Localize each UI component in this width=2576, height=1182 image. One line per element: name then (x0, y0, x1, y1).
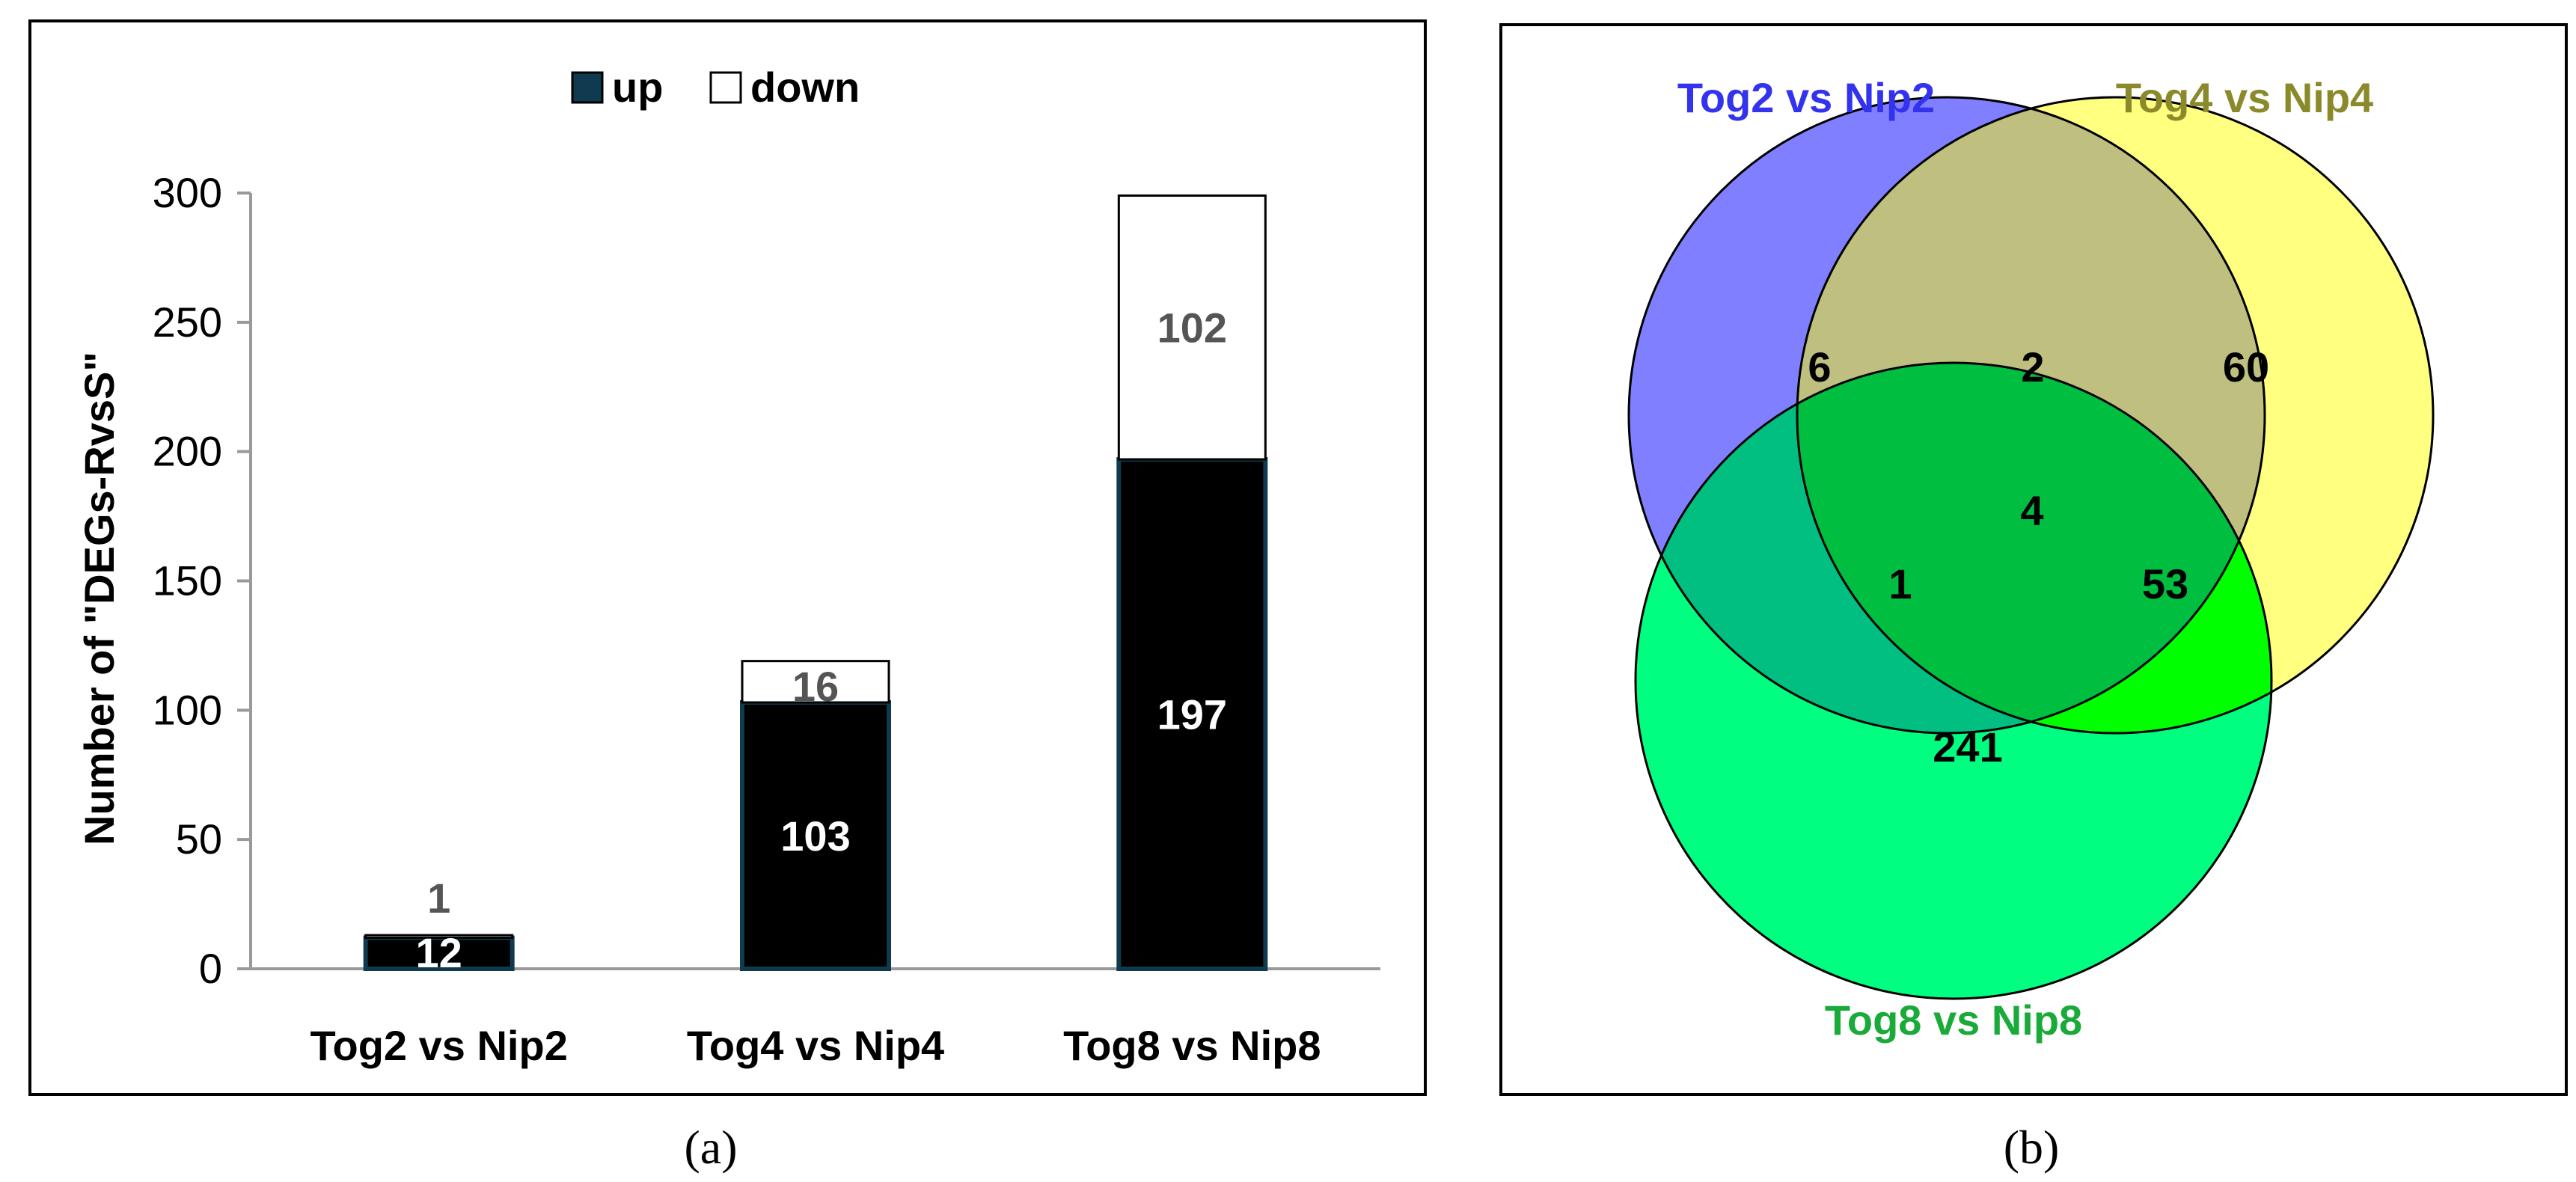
legend-label-up: up (612, 64, 663, 111)
bar-down (1117, 194, 1267, 461)
venn-region-value: 241 (1933, 723, 2002, 771)
bar-down (364, 934, 514, 940)
legend: up down (571, 64, 860, 111)
venn-region-abc (1797, 363, 2265, 733)
panel-label-b: (b) (2004, 1121, 2060, 1174)
venn-diagram: Tog2 vs Nip2 Tog4 vs Nip4 Tog8 vs Nip8 6 60 2… (1627, 74, 2435, 1044)
venn-circle-outline (1796, 96, 2435, 735)
bar-up (363, 935, 515, 972)
y-tick-label: 200 (153, 428, 222, 475)
data-label-down: 1 (427, 875, 450, 922)
venn-region-value: 2 (2021, 343, 2044, 391)
data-label-up: 197 (1157, 691, 1227, 738)
y-tick-label: 50 (176, 815, 222, 863)
x-tick-label: Tog8 vs Nip8 (1063, 1022, 1321, 1069)
venn-set-label-a: Tog2 vs Nip2 (1677, 74, 1935, 121)
x-ticks: Tog2 vs Nip2 Tog4 vs Nip4 Tog8 vs Nip8 (310, 1022, 1321, 1069)
venn-set-label-b: Tog4 vs Nip4 (2116, 74, 2373, 121)
data-label-up: 12 (416, 929, 462, 976)
venn-frame (1499, 23, 2568, 1096)
legend-swatch-down (709, 71, 742, 104)
y-tick-label: 150 (153, 557, 222, 604)
panel-label-a: (a) (684, 1121, 737, 1174)
y-tick-label: 300 (153, 169, 222, 216)
venn-region-value: 4 (2020, 487, 2043, 534)
bar-down (741, 660, 890, 704)
y-axis-label: Number of "DEGs-RvsS" (76, 352, 123, 845)
data-label-up: 103 (780, 812, 850, 860)
data-label-down: 16 (792, 663, 839, 710)
venn-region-value: 60 (2223, 343, 2269, 391)
venn-circle-outline (1634, 361, 2273, 1000)
bar-chart-frame (28, 19, 1427, 1096)
venn-set-label-c: Tog8 vs Nip8 (1825, 996, 2082, 1044)
venn-region-value: 6 (1808, 343, 1831, 391)
legend-label-down: down (750, 64, 860, 111)
legend-swatch-up (571, 71, 604, 104)
x-tick-label: Tog2 vs Nip2 (310, 1022, 567, 1069)
y-tick-label: 100 (153, 686, 222, 733)
bars: 12 1 103 16 197 102 (363, 194, 1268, 976)
venn-region-value: 53 (2142, 560, 2188, 607)
venn-circle-outline (1627, 96, 2266, 735)
venn-region-value: 1 (1888, 560, 1912, 607)
data-label-down: 102 (1157, 304, 1227, 352)
y-ticks: 0 50 100 150 200 250 300 (153, 169, 251, 992)
x-tick-label: Tog4 vs Nip4 (687, 1022, 944, 1069)
y-tick-label: 250 (153, 298, 222, 346)
y-tick-label: 0 (199, 945, 222, 992)
